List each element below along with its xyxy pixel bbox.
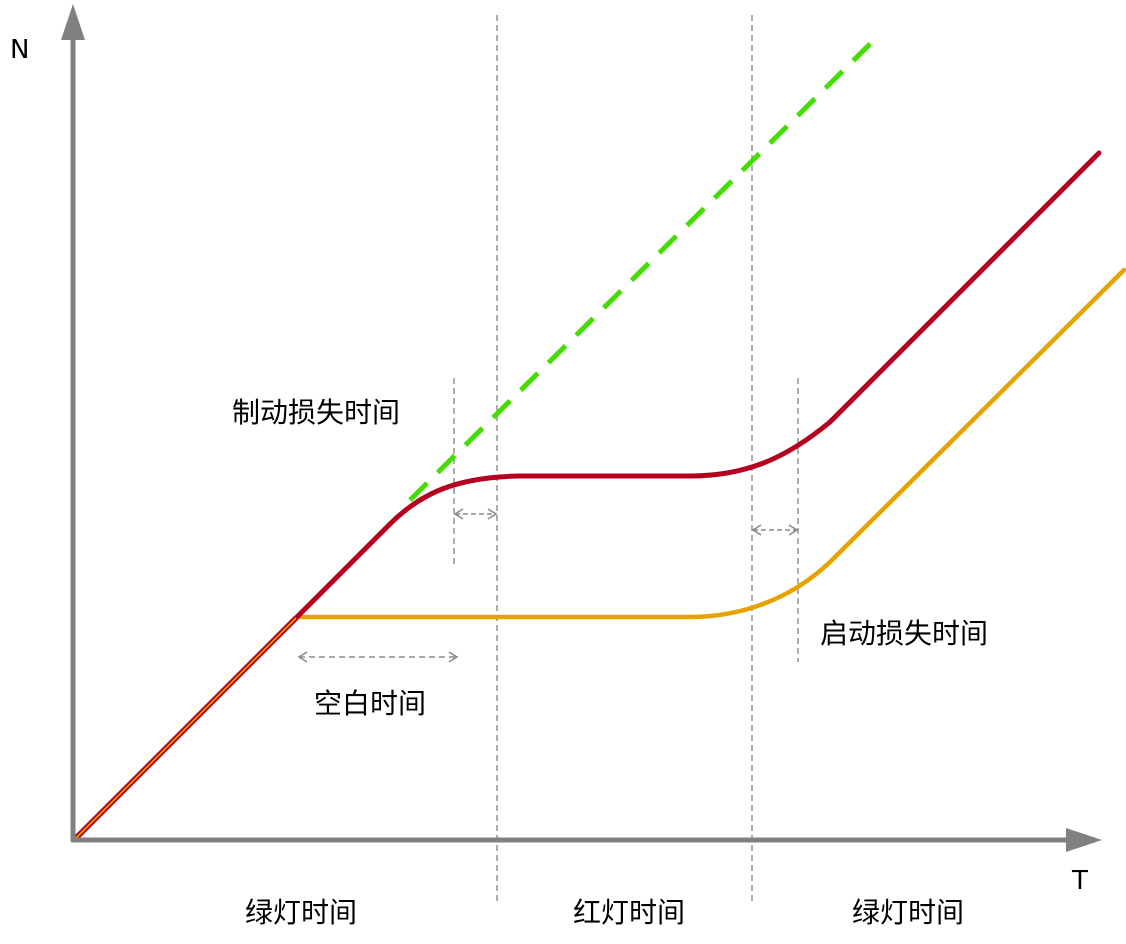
brake-loss-arrow <box>453 508 498 520</box>
green-phase-label-2: 绿灯时间 <box>852 896 964 929</box>
y-axis-label: N <box>10 35 29 65</box>
x-axis-label: T <box>1071 866 1088 896</box>
ideal-flow-dashed-line <box>408 40 874 502</box>
y-axis-arrow-icon <box>61 4 85 40</box>
blank-time-arrow <box>297 651 459 663</box>
green-phase-label-1: 绿灯时间 <box>245 896 357 929</box>
blank-time-label: 空白时间 <box>314 687 426 720</box>
initial-flow-segment-inner <box>73 617 297 841</box>
start-loss-arrow <box>751 524 799 536</box>
red-phase-label: 红灯时间 <box>573 896 685 929</box>
start-loss-label: 启动损失时间 <box>820 617 988 650</box>
brake-loss-label: 制动损失时间 <box>232 396 400 429</box>
x-axis-arrow-icon <box>1066 828 1102 852</box>
arrival-curve <box>294 267 1126 620</box>
departure-curve <box>291 150 1102 623</box>
